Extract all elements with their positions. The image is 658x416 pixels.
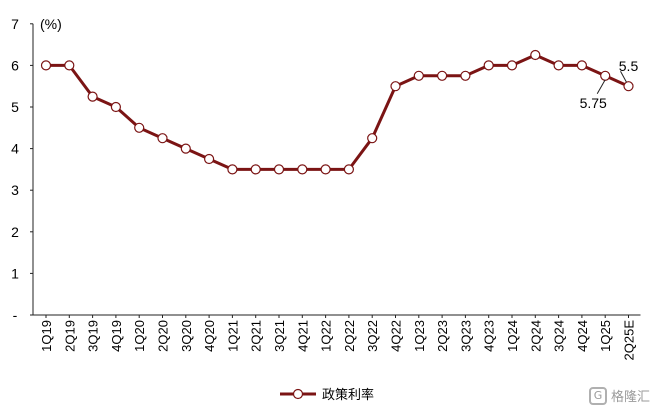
data-point-marker <box>157 133 168 144</box>
data-point-marker <box>600 70 611 81</box>
x-tick-label: 4Q19 <box>109 320 124 352</box>
x-tick-label: 4Q21 <box>295 320 310 352</box>
data-point-marker <box>87 91 98 102</box>
annotation-leader-line <box>596 79 606 95</box>
data-point-marker <box>553 60 564 71</box>
y-tick-label: 3 <box>11 182 19 198</box>
x-tick-label: 1Q23 <box>412 320 427 352</box>
y-tick-label: 2 <box>11 224 19 240</box>
data-point-marker <box>227 164 238 175</box>
x-tick-label: 1Q22 <box>319 320 334 352</box>
data-point-marker <box>623 81 634 92</box>
x-tick-label: 1Q19 <box>39 320 54 352</box>
y-tick-label: 7 <box>11 16 19 32</box>
data-point-marker <box>40 60 52 71</box>
data-point-marker <box>367 133 378 144</box>
data-point-marker <box>390 81 401 92</box>
y-tick-label: 1 <box>11 265 19 281</box>
x-tick-label: 3Q21 <box>272 320 287 352</box>
x-tick-label: 2Q20 <box>156 320 171 352</box>
data-point-marker <box>413 70 424 81</box>
data-label: 5.5 <box>619 58 639 74</box>
watermark-text: 格隆汇 <box>610 390 650 405</box>
data-point-marker <box>576 60 588 71</box>
x-tick-label: 3Q19 <box>86 320 101 352</box>
legend-label: 政策利率 <box>322 387 374 402</box>
x-tick-label: 3Q20 <box>179 320 194 352</box>
data-point-marker <box>250 164 261 175</box>
data-point-marker <box>297 164 308 175</box>
y-tick-label: - <box>13 307 18 323</box>
data-point-marker <box>530 49 541 61</box>
x-tick-label: 2Q24 <box>528 320 543 352</box>
data-point-marker <box>343 164 354 175</box>
x-tick-label: 1Q20 <box>132 320 147 352</box>
data-point-marker <box>320 164 331 175</box>
y-tick-label: 4 <box>11 141 19 157</box>
data-point-marker <box>110 101 122 113</box>
x-tick-label: 4Q20 <box>202 320 217 352</box>
watermark-logo-icon: G <box>588 386 607 405</box>
x-tick-label: 2Q19 <box>62 320 77 352</box>
x-tick-label: 1Q21 <box>225 320 240 352</box>
data-point-marker <box>64 60 75 71</box>
data-point-marker <box>134 122 145 133</box>
data-point-marker <box>180 143 191 154</box>
legend-swatch-marker <box>292 388 304 400</box>
watermark: G 格隆汇 <box>588 386 650 405</box>
x-tick-label: 4Q23 <box>482 320 497 352</box>
data-point-marker <box>483 60 494 71</box>
x-tick-label: 4Q24 <box>575 320 590 352</box>
x-tick-label: 2Q23 <box>435 320 450 352</box>
data-label: 5.75 <box>580 95 607 111</box>
x-tick-label: 1Q25 <box>598 320 613 352</box>
x-tick-label: 3Q22 <box>365 320 380 352</box>
annotation-leader-line <box>620 70 627 83</box>
x-tick-label: 2Q21 <box>249 320 264 352</box>
x-tick-label: 2Q22 <box>342 320 357 352</box>
data-point-marker <box>273 164 285 175</box>
y-tick-label: 5 <box>11 99 19 115</box>
x-tick-label: 3Q23 <box>458 320 473 352</box>
y-axis-unit-label: (%) <box>40 16 62 32</box>
x-tick-label: 4Q22 <box>389 320 404 352</box>
data-point-marker <box>506 60 518 71</box>
x-tick-label: 1Q24 <box>505 320 520 352</box>
x-tick-label: 3Q24 <box>552 320 567 352</box>
y-tick-label: 6 <box>11 57 19 73</box>
data-point-marker <box>460 70 471 81</box>
series-line <box>46 53 630 171</box>
data-point-marker <box>437 70 448 81</box>
x-tick-label: 2Q25E <box>622 320 637 361</box>
data-point-marker <box>204 153 215 165</box>
